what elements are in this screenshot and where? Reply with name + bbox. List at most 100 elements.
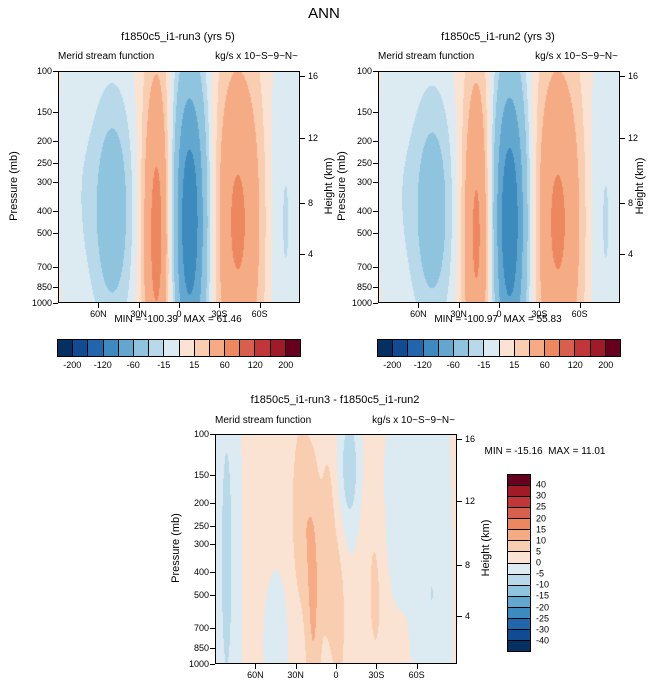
panel-title-diff: f1850c5_i1-run3 - f1850c5_i1-run2	[250, 394, 420, 406]
pressure-tick-label-run3: 400	[36, 205, 52, 216]
lat-tick-label-diff: 30S	[368, 670, 385, 680]
panel-title-run2: f1850c5_i1-run2 (yrs 3)	[441, 31, 555, 43]
pressure-tick-label-diff: 400	[193, 567, 209, 578]
pressure-tick-run2	[373, 140, 378, 142]
height-tick-diff	[457, 565, 462, 567]
colorbar-label-diff: 40	[536, 479, 547, 490]
colorbar-swatch	[508, 551, 530, 563]
colorbar-label-run3: 60	[219, 360, 230, 370]
pressure-tick-run3	[53, 181, 58, 183]
colorbar-swatch	[508, 507, 530, 519]
colorbar-label-run2: 200	[598, 360, 614, 370]
colorbar-swatch	[508, 475, 530, 486]
units-label-run2: kg/s x 10~S~9~N~	[535, 51, 618, 62]
contour-canvas-run3	[59, 72, 299, 302]
lat-tick-label-diff: 0	[333, 670, 339, 680]
height-tick-label-run2: 8	[628, 198, 634, 209]
pressure-tick-label-diff: 700	[193, 623, 209, 634]
lat-tick-label-diff: 30N	[287, 670, 304, 680]
pressure-tick-run3	[53, 303, 58, 304]
pressure-tick-diff	[210, 594, 215, 596]
height-tick-diff	[457, 500, 462, 502]
colorbar-swatch	[422, 340, 438, 356]
height-tick-run2	[620, 254, 625, 256]
height-axis-label-run2: Height (km)	[634, 157, 646, 215]
lat-tick-label-run2: 0	[496, 309, 502, 319]
lat-tick-run2	[418, 303, 420, 308]
pressure-tick-run2	[373, 210, 378, 212]
colorbar-run2	[377, 339, 621, 357]
pressure-tick-label-diff: 1000	[188, 659, 209, 669]
height-axis-label-run3: Height (km)	[323, 157, 335, 215]
colorbar-label-diff: 5	[536, 546, 542, 557]
colorbar-swatch	[269, 340, 285, 356]
colorbar-swatch	[224, 340, 240, 356]
pressure-tick-label-run2: 850	[356, 281, 372, 292]
colorbar-swatch	[378, 340, 393, 356]
pressure-tick-run2	[373, 181, 378, 183]
colorbar-swatch	[589, 340, 605, 356]
pressure-tick-label-diff: 850	[193, 642, 209, 653]
colorbar-label-diff: 10	[536, 535, 547, 546]
pressure-tick-run3	[53, 163, 58, 165]
colorbar-label-diff: 0	[536, 557, 542, 568]
colorbar-swatch	[498, 340, 514, 356]
colorbar-swatch	[508, 540, 530, 552]
pressure-tick-diff	[210, 525, 215, 527]
pressure-tick-label-diff: 500	[193, 589, 209, 600]
subtitle-variable-diff: Merid stream function	[215, 415, 312, 426]
panel-title-run3: f1850c5_i1-run3 (yrs 5)	[121, 31, 235, 43]
pressure-tick-label-run3: 500	[36, 228, 52, 239]
pressure-tick-run2	[373, 303, 378, 304]
colorbar-swatch	[508, 606, 530, 618]
colorbar-label-diff: -15	[536, 590, 550, 601]
colorbar-swatch	[508, 573, 530, 585]
colorbar-label-run3: -60	[126, 360, 140, 370]
pressure-tick-run2	[373, 71, 378, 72]
colorbar-swatch	[407, 340, 423, 356]
pressure-tick-run3	[53, 140, 58, 142]
lat-tick-run2	[579, 303, 581, 308]
pressure-tick-label-run3: 300	[36, 176, 52, 187]
lat-tick-label-run2: 30N	[450, 309, 467, 319]
colorbar-swatch	[437, 340, 453, 356]
lat-tick-label-run3: 0	[176, 309, 182, 319]
pressure-tick-run3	[53, 286, 58, 288]
colorbar-label-run3: 200	[278, 360, 294, 370]
lat-tick-run3	[98, 303, 100, 308]
height-tick-run2	[620, 138, 625, 140]
height-tick-label-run3: 8	[308, 198, 314, 209]
colorbar-label-diff: -40	[536, 635, 550, 646]
units-label-diff: kg/s x 10~S~9~N~	[372, 415, 455, 426]
pressure-tick-label-run3: 200	[36, 135, 52, 146]
colorbar-label-diff: -10	[536, 579, 550, 590]
colorbar-swatch	[392, 340, 408, 356]
lat-tick-diff	[416, 664, 418, 669]
colorbar-label-diff: -20	[536, 602, 550, 612]
pressure-tick-run2	[373, 233, 378, 235]
colorbar-swatch	[72, 340, 88, 356]
height-tick-run2	[620, 203, 625, 205]
colorbar-swatch	[87, 340, 103, 356]
colorbar-swatch	[508, 496, 530, 508]
lat-tick-label-diff: 60S	[408, 670, 425, 680]
pressure-tick-label-run3: 250	[36, 158, 52, 169]
height-tick-label-run3: 4	[308, 249, 314, 260]
pressure-tick-label-diff: 200	[193, 498, 209, 509]
subtitle-row-run2: Merid stream function kg/s x 10~S~9~N~	[378, 51, 618, 62]
pressure-tick-diff	[210, 664, 215, 665]
lat-tick-diff	[376, 664, 378, 669]
lat-tick-label-diff: 60N	[247, 670, 264, 680]
pressure-tick-label-run3: 150	[36, 106, 52, 117]
pressure-tick-run2	[373, 111, 378, 113]
pressure-tick-run3	[53, 233, 58, 235]
colorbar-label-run2: -120	[413, 360, 432, 370]
pressure-tick-label-run2: 1000	[351, 298, 372, 308]
colorbar-swatch	[508, 617, 530, 629]
height-tick-label-diff: 8	[465, 560, 471, 571]
subtitle-row-run3: Merid stream function kg/s x 10~S~9~N~	[58, 51, 298, 62]
lat-tick-run3	[219, 303, 221, 308]
colorbar-label-run3: -15	[157, 360, 171, 370]
colorbar-swatch	[508, 584, 530, 596]
